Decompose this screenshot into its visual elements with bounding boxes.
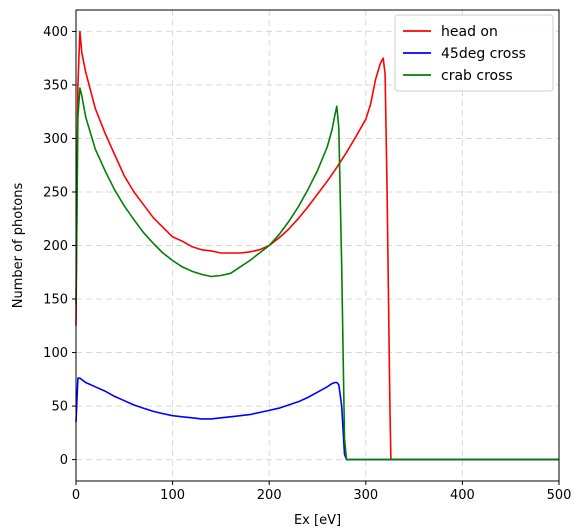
x-tick-label: 400 (450, 488, 475, 503)
x-tick-label: 300 (353, 488, 378, 503)
y-tick-label: 350 (43, 78, 68, 93)
series-line-0 (75, 30, 559, 461)
legend-label: crab cross (441, 68, 513, 84)
y-tick-label: 250 (43, 185, 68, 200)
series-line-1 (75, 377, 559, 461)
y-tick-label: 400 (43, 25, 68, 40)
y-tick-label: 300 (43, 132, 68, 147)
series-line-2 (75, 87, 559, 461)
x-axis-label: Ex [eV] (294, 513, 341, 528)
y-tick-label: 0 (60, 453, 68, 468)
y-tick-label: 200 (43, 239, 68, 254)
x-tick-label: 200 (257, 488, 282, 503)
ticks: 0 100 200 300 400 500 0 50 100 150 200 250 300 350 400 (43, 25, 571, 503)
x-tick-label: 100 (160, 488, 185, 503)
x-tick-label: 0 (72, 488, 80, 503)
series-layer (75, 30, 559, 461)
x-tick-label: 500 (547, 488, 572, 503)
legend: head on 45deg cross crab cross (394, 14, 554, 92)
y-axis-label: Number of photons (11, 183, 26, 309)
legend-box (394, 14, 554, 92)
legend-label: 45deg cross (441, 46, 526, 62)
legend-label: head on (441, 24, 498, 40)
y-tick-label: 100 (43, 346, 68, 361)
y-tick-label: 50 (51, 400, 68, 415)
y-tick-label: 150 (43, 293, 68, 308)
